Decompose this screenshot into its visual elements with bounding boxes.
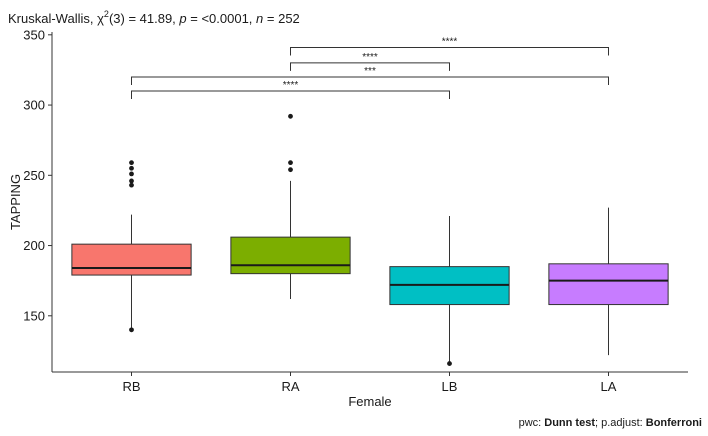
box-iqr [230,236,351,275]
y-tick-label: 300 [23,98,45,113]
y-axis-label: TAPPING [8,174,23,230]
title-p-value: = <0.0001, [187,11,256,26]
outlier-point [129,171,134,177]
caption-test: Dunn test [544,417,595,429]
comparison-rb-la: *** [131,66,609,85]
y-axis-ticks: 150 200 250 300 350 [23,27,52,323]
comparison-bracket [131,76,609,85]
outlier-point [288,167,293,173]
outlier-point [129,165,134,171]
comparison-ra-la: **** [290,36,609,56]
box-la [548,207,669,356]
x-tick-label: RA [281,379,299,394]
outlier-point [129,178,134,184]
x-axis-label: Female [348,394,391,409]
title-prefix: Kruskal-Wallis, [8,11,97,26]
significance-label: *** [364,66,376,77]
box-rb [71,160,192,333]
comparison-bracket [290,46,609,56]
box-iqr [71,243,192,276]
caption: pwc: Dunn test; p.adjust: Bonferroni [519,417,702,429]
outlier-point [288,113,293,119]
comparison-bracket [131,90,450,100]
y-tick-label: 200 [23,238,45,253]
outlier-point [447,361,452,366]
comparison-ra-lb: **** [290,52,450,71]
title-p-label: p [178,11,186,26]
title-n-label: n [256,11,263,26]
title-chi-sup: 2 [104,9,109,19]
outlier-point [129,160,134,166]
caption-method: Bonferroni [646,417,702,429]
y-tick-label: 150 [23,308,45,323]
comparison-rb-lb: **** [131,80,450,100]
significance-label: **** [362,52,378,63]
caption-mid: ; p.adjust: [595,417,646,429]
chart-title: Kruskal-Wallis, χ2(3) = 41.89, p = <0.00… [8,9,300,26]
title-chi: χ [97,11,104,26]
box-iqr [548,263,669,306]
outlier-point [129,327,134,333]
boxes [71,113,669,366]
pairwise-comparisons: *************** [131,36,609,100]
significance-label: **** [283,80,299,91]
comparison-bracket [290,62,450,71]
x-tick-label: LA [601,379,617,394]
title-n-value: = 252 [263,11,300,26]
y-tick-label: 350 [23,27,45,42]
x-tick-label: RB [122,379,140,394]
box-lb [389,216,510,366]
y-tick-label: 250 [23,168,45,183]
caption-prefix: pwc: [519,417,545,429]
outlier-point [129,182,134,188]
x-tick-label: LB [442,379,458,394]
outlier-point [288,160,293,166]
x-axis-ticks: RB RA LB LA [122,372,617,394]
title-df: (3) = 41.89, [109,11,179,26]
box-ra [230,113,351,299]
significance-label: **** [442,36,458,47]
